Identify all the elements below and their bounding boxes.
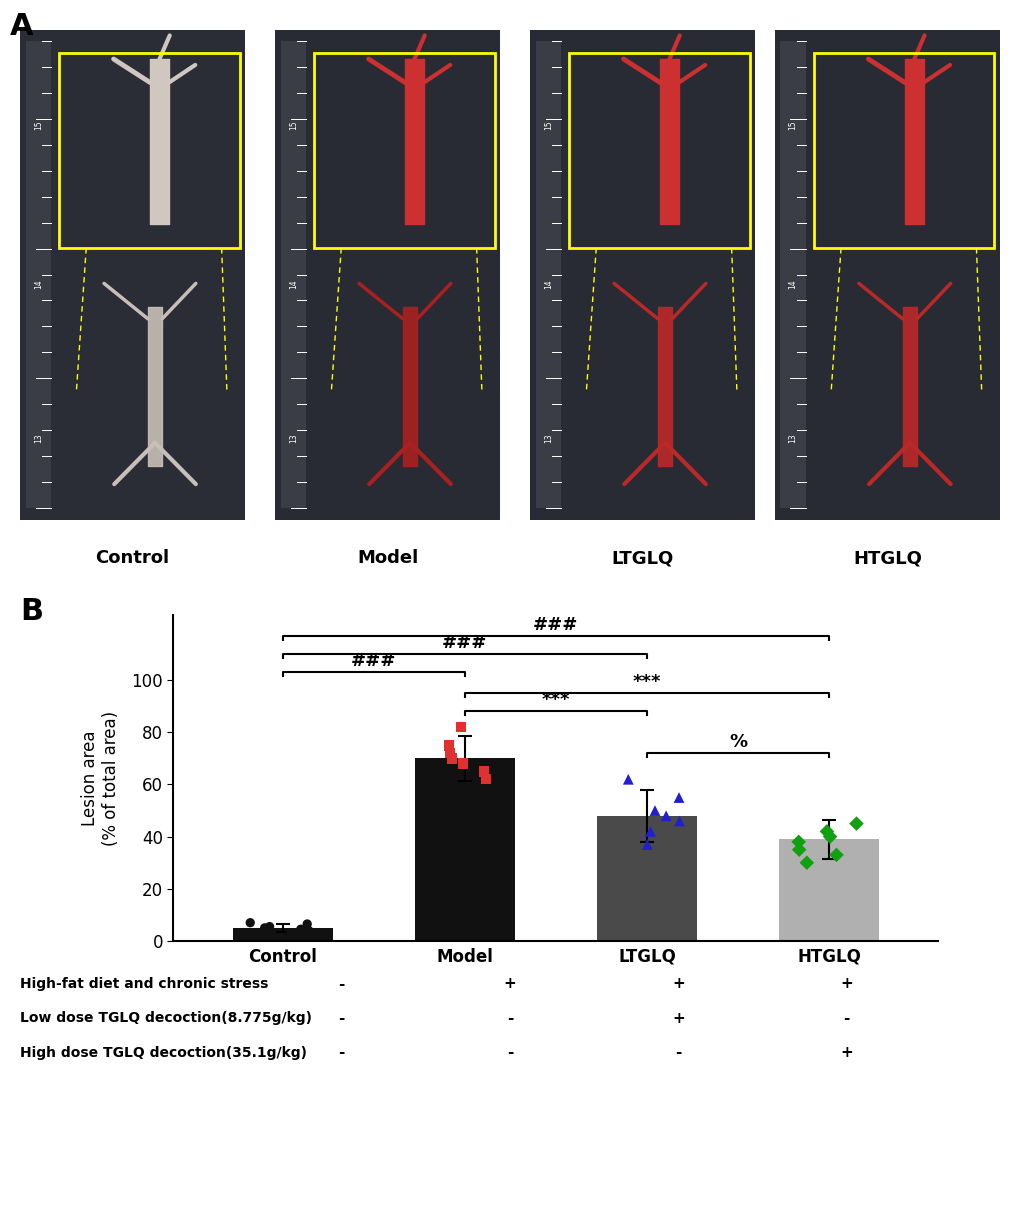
Text: -: - — [506, 1046, 513, 1060]
Text: -: - — [338, 1046, 344, 1060]
Text: ###: ### — [351, 652, 396, 670]
Text: Control: Control — [96, 549, 169, 567]
Point — [443, 749, 460, 769]
Point — [798, 852, 814, 872]
FancyBboxPatch shape — [774, 30, 999, 519]
Point — [261, 916, 277, 936]
Text: %: % — [729, 733, 746, 752]
Point — [282, 924, 299, 943]
Text: 14: 14 — [34, 279, 43, 289]
Text: -: - — [675, 1046, 681, 1060]
Text: +: + — [840, 977, 852, 991]
Bar — [232, 927, 332, 941]
Point — [477, 770, 493, 790]
Text: 13: 13 — [34, 433, 43, 443]
Bar — [596, 815, 696, 941]
Point — [642, 822, 658, 841]
Point — [440, 736, 457, 755]
Bar — [779, 839, 878, 941]
Point — [476, 761, 492, 781]
Text: 14: 14 — [288, 279, 298, 289]
Point — [848, 814, 864, 834]
Point — [299, 914, 315, 934]
FancyBboxPatch shape — [780, 42, 805, 508]
Text: +: + — [672, 1011, 684, 1026]
Text: 14: 14 — [788, 279, 797, 289]
Text: +: + — [840, 1046, 852, 1060]
Y-axis label: Lesion area
(% of total area): Lesion area (% of total area) — [82, 711, 120, 845]
Text: 14: 14 — [543, 279, 552, 289]
Point — [256, 918, 272, 937]
Point — [646, 801, 662, 820]
Text: Model: Model — [357, 549, 418, 567]
Text: ***: *** — [541, 691, 570, 710]
Text: ***: *** — [632, 673, 660, 691]
Text: 15: 15 — [288, 121, 298, 130]
Point — [242, 913, 258, 932]
Text: 15: 15 — [543, 121, 552, 130]
Text: High-fat diet and chronic stress: High-fat diet and chronic stress — [20, 977, 269, 991]
FancyBboxPatch shape — [20, 30, 245, 519]
Text: LTGLQ: LTGLQ — [610, 549, 674, 567]
FancyBboxPatch shape — [530, 30, 754, 519]
Point — [791, 840, 807, 860]
Text: -: - — [338, 1011, 344, 1026]
Text: High dose TGLQ decoction(35.1g/kg): High dose TGLQ decoction(35.1g/kg) — [20, 1046, 307, 1060]
Text: +: + — [503, 977, 516, 991]
Text: 13: 13 — [288, 433, 298, 443]
Point — [639, 835, 655, 855]
Text: -: - — [843, 1011, 849, 1026]
Text: Low dose TGLQ decoction(8.775g/kg): Low dose TGLQ decoction(8.775g/kg) — [20, 1011, 312, 1026]
Point — [620, 770, 636, 790]
Text: 15: 15 — [34, 121, 43, 130]
Bar — [415, 759, 515, 941]
Point — [671, 811, 687, 830]
Text: B: B — [20, 597, 44, 626]
Point — [292, 919, 309, 938]
Point — [821, 827, 838, 846]
Point — [818, 822, 835, 841]
Text: 13: 13 — [543, 433, 552, 443]
Text: -: - — [506, 1011, 513, 1026]
Point — [454, 754, 471, 774]
FancyBboxPatch shape — [280, 42, 306, 508]
Point — [671, 787, 687, 807]
Text: ###: ### — [533, 616, 578, 633]
FancyBboxPatch shape — [25, 42, 51, 508]
Text: HTGLQ: HTGLQ — [852, 549, 921, 567]
Point — [657, 806, 674, 825]
Point — [441, 743, 458, 763]
Text: A: A — [10, 12, 34, 41]
Point — [827, 845, 844, 865]
Text: -: - — [338, 977, 344, 991]
FancyBboxPatch shape — [535, 42, 560, 508]
FancyBboxPatch shape — [275, 30, 499, 519]
Text: +: + — [672, 977, 684, 991]
Point — [301, 921, 317, 941]
Point — [452, 717, 469, 737]
Text: 15: 15 — [788, 121, 797, 130]
Text: 13: 13 — [788, 433, 797, 443]
Point — [790, 831, 806, 851]
Text: ###: ### — [441, 633, 487, 652]
